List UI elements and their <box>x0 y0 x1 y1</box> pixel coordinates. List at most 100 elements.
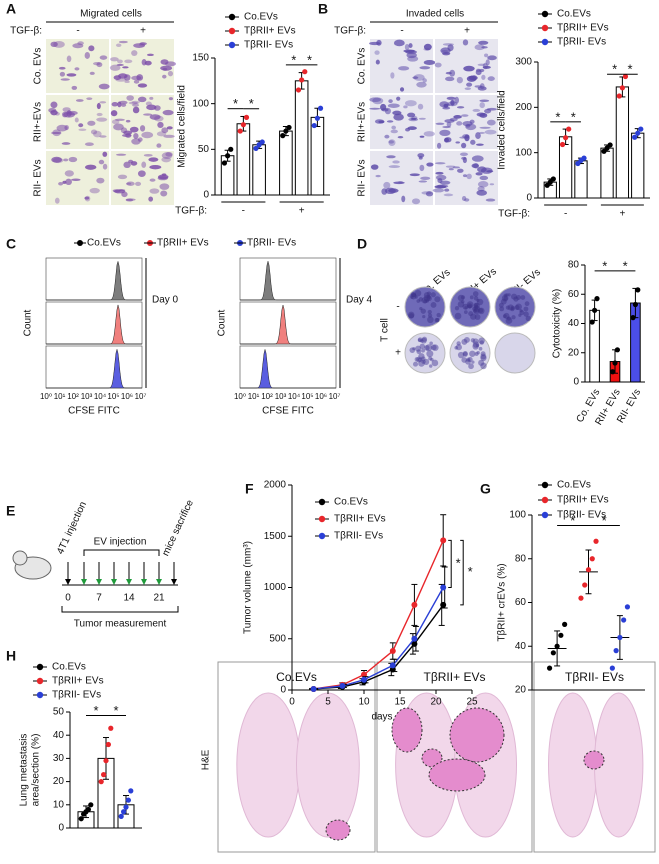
significance: * <box>612 62 617 77</box>
label: Count <box>23 309 34 336</box>
lesion <box>428 758 486 792</box>
stain <box>431 359 439 367</box>
stain <box>434 296 441 303</box>
stain <box>418 297 423 302</box>
cell-stain <box>423 60 436 65</box>
cell-stain <box>464 198 470 202</box>
y-tick-label: 200 <box>515 102 532 113</box>
data-point <box>554 643 560 649</box>
cell-stain <box>413 74 425 81</box>
cell-stain <box>126 95 134 101</box>
stain <box>516 295 521 300</box>
x-tick-label: 10⁷ <box>135 392 147 401</box>
histogram-frame <box>45 345 143 389</box>
cell-stain <box>393 39 405 47</box>
x-tick-label: 10³ <box>275 392 287 401</box>
cell-stain <box>93 61 101 66</box>
cell-stain <box>477 180 489 188</box>
cell-stain <box>388 140 394 144</box>
cell-stain <box>71 178 81 181</box>
cell-stain <box>130 161 138 166</box>
cell-stain <box>487 76 495 81</box>
cell-stain <box>89 71 95 75</box>
bar <box>615 86 630 199</box>
cell-stain <box>126 182 132 185</box>
cell-stain <box>476 112 486 117</box>
arrow-head <box>111 579 117 585</box>
cell-stain <box>50 101 58 109</box>
cell-stain <box>436 142 442 149</box>
significance: * <box>113 703 118 718</box>
stain <box>468 311 474 317</box>
legend-label: TβRII- EVs <box>244 40 293 51</box>
x-tick-label: 10⁰ <box>234 392 246 401</box>
label: TβRII+ EVs <box>424 670 486 684</box>
cell-stain <box>102 163 108 170</box>
cell-stain <box>117 59 123 64</box>
cell-stain <box>68 156 78 163</box>
category-title: TGF-β: <box>175 206 207 217</box>
data-point <box>440 601 447 608</box>
data-point <box>546 665 553 671</box>
stain <box>502 314 507 319</box>
stain <box>434 317 440 323</box>
label: Invaded cells/field <box>497 90 508 170</box>
stain <box>462 351 468 357</box>
cell-stain <box>423 131 435 137</box>
cell-stain <box>58 66 66 70</box>
cell-stain <box>479 175 489 181</box>
significance: * <box>291 52 296 67</box>
data-point <box>302 69 308 75</box>
stain <box>475 343 480 348</box>
cell-stain <box>454 96 459 104</box>
cell-stain <box>132 103 140 107</box>
legend-marker <box>541 496 549 504</box>
cell-stain <box>61 142 71 145</box>
label: Cytotoxicity (%) <box>552 289 563 358</box>
cell-stain <box>84 195 91 202</box>
lesion <box>449 707 505 763</box>
stain <box>511 315 516 320</box>
cell-stain <box>146 104 157 111</box>
data-point <box>559 141 566 148</box>
cell-stain <box>74 117 79 123</box>
data-point <box>578 595 584 601</box>
cell-stain <box>487 55 497 61</box>
stain <box>455 344 462 351</box>
histogram-frame <box>239 345 337 389</box>
cell-stain <box>384 187 396 195</box>
stain <box>518 313 522 317</box>
cell-stain <box>419 135 425 138</box>
series-line <box>313 604 444 690</box>
data-point <box>240 122 246 128</box>
cell-stain <box>386 120 394 123</box>
panel-letter: G <box>480 481 491 497</box>
cell-stain <box>126 181 135 186</box>
label: Tumor measurement <box>74 619 167 630</box>
cell-stain <box>374 50 380 55</box>
stain <box>430 302 437 308</box>
cell-stain <box>476 189 488 196</box>
cell-stain <box>86 97 93 100</box>
significance: * <box>571 109 576 124</box>
cell-stain <box>409 173 420 177</box>
bar <box>279 130 293 196</box>
cell-stain <box>466 82 473 87</box>
cell-stain <box>128 101 139 105</box>
y-tick-label: 150 <box>192 53 209 64</box>
stain <box>520 295 526 300</box>
cell-stain <box>422 78 427 83</box>
significance: * <box>628 62 633 77</box>
data-point <box>123 804 129 810</box>
cell-stain <box>486 119 496 126</box>
cell-stain <box>410 117 417 121</box>
cell-stain <box>133 79 140 84</box>
cell-stain <box>51 156 63 163</box>
stain <box>476 298 484 306</box>
cell-stain <box>457 168 464 173</box>
cell-stain <box>125 198 134 202</box>
stain <box>426 350 434 358</box>
y-tick-label: 0 <box>280 685 286 696</box>
significance: * <box>456 555 461 570</box>
stain <box>454 306 460 311</box>
